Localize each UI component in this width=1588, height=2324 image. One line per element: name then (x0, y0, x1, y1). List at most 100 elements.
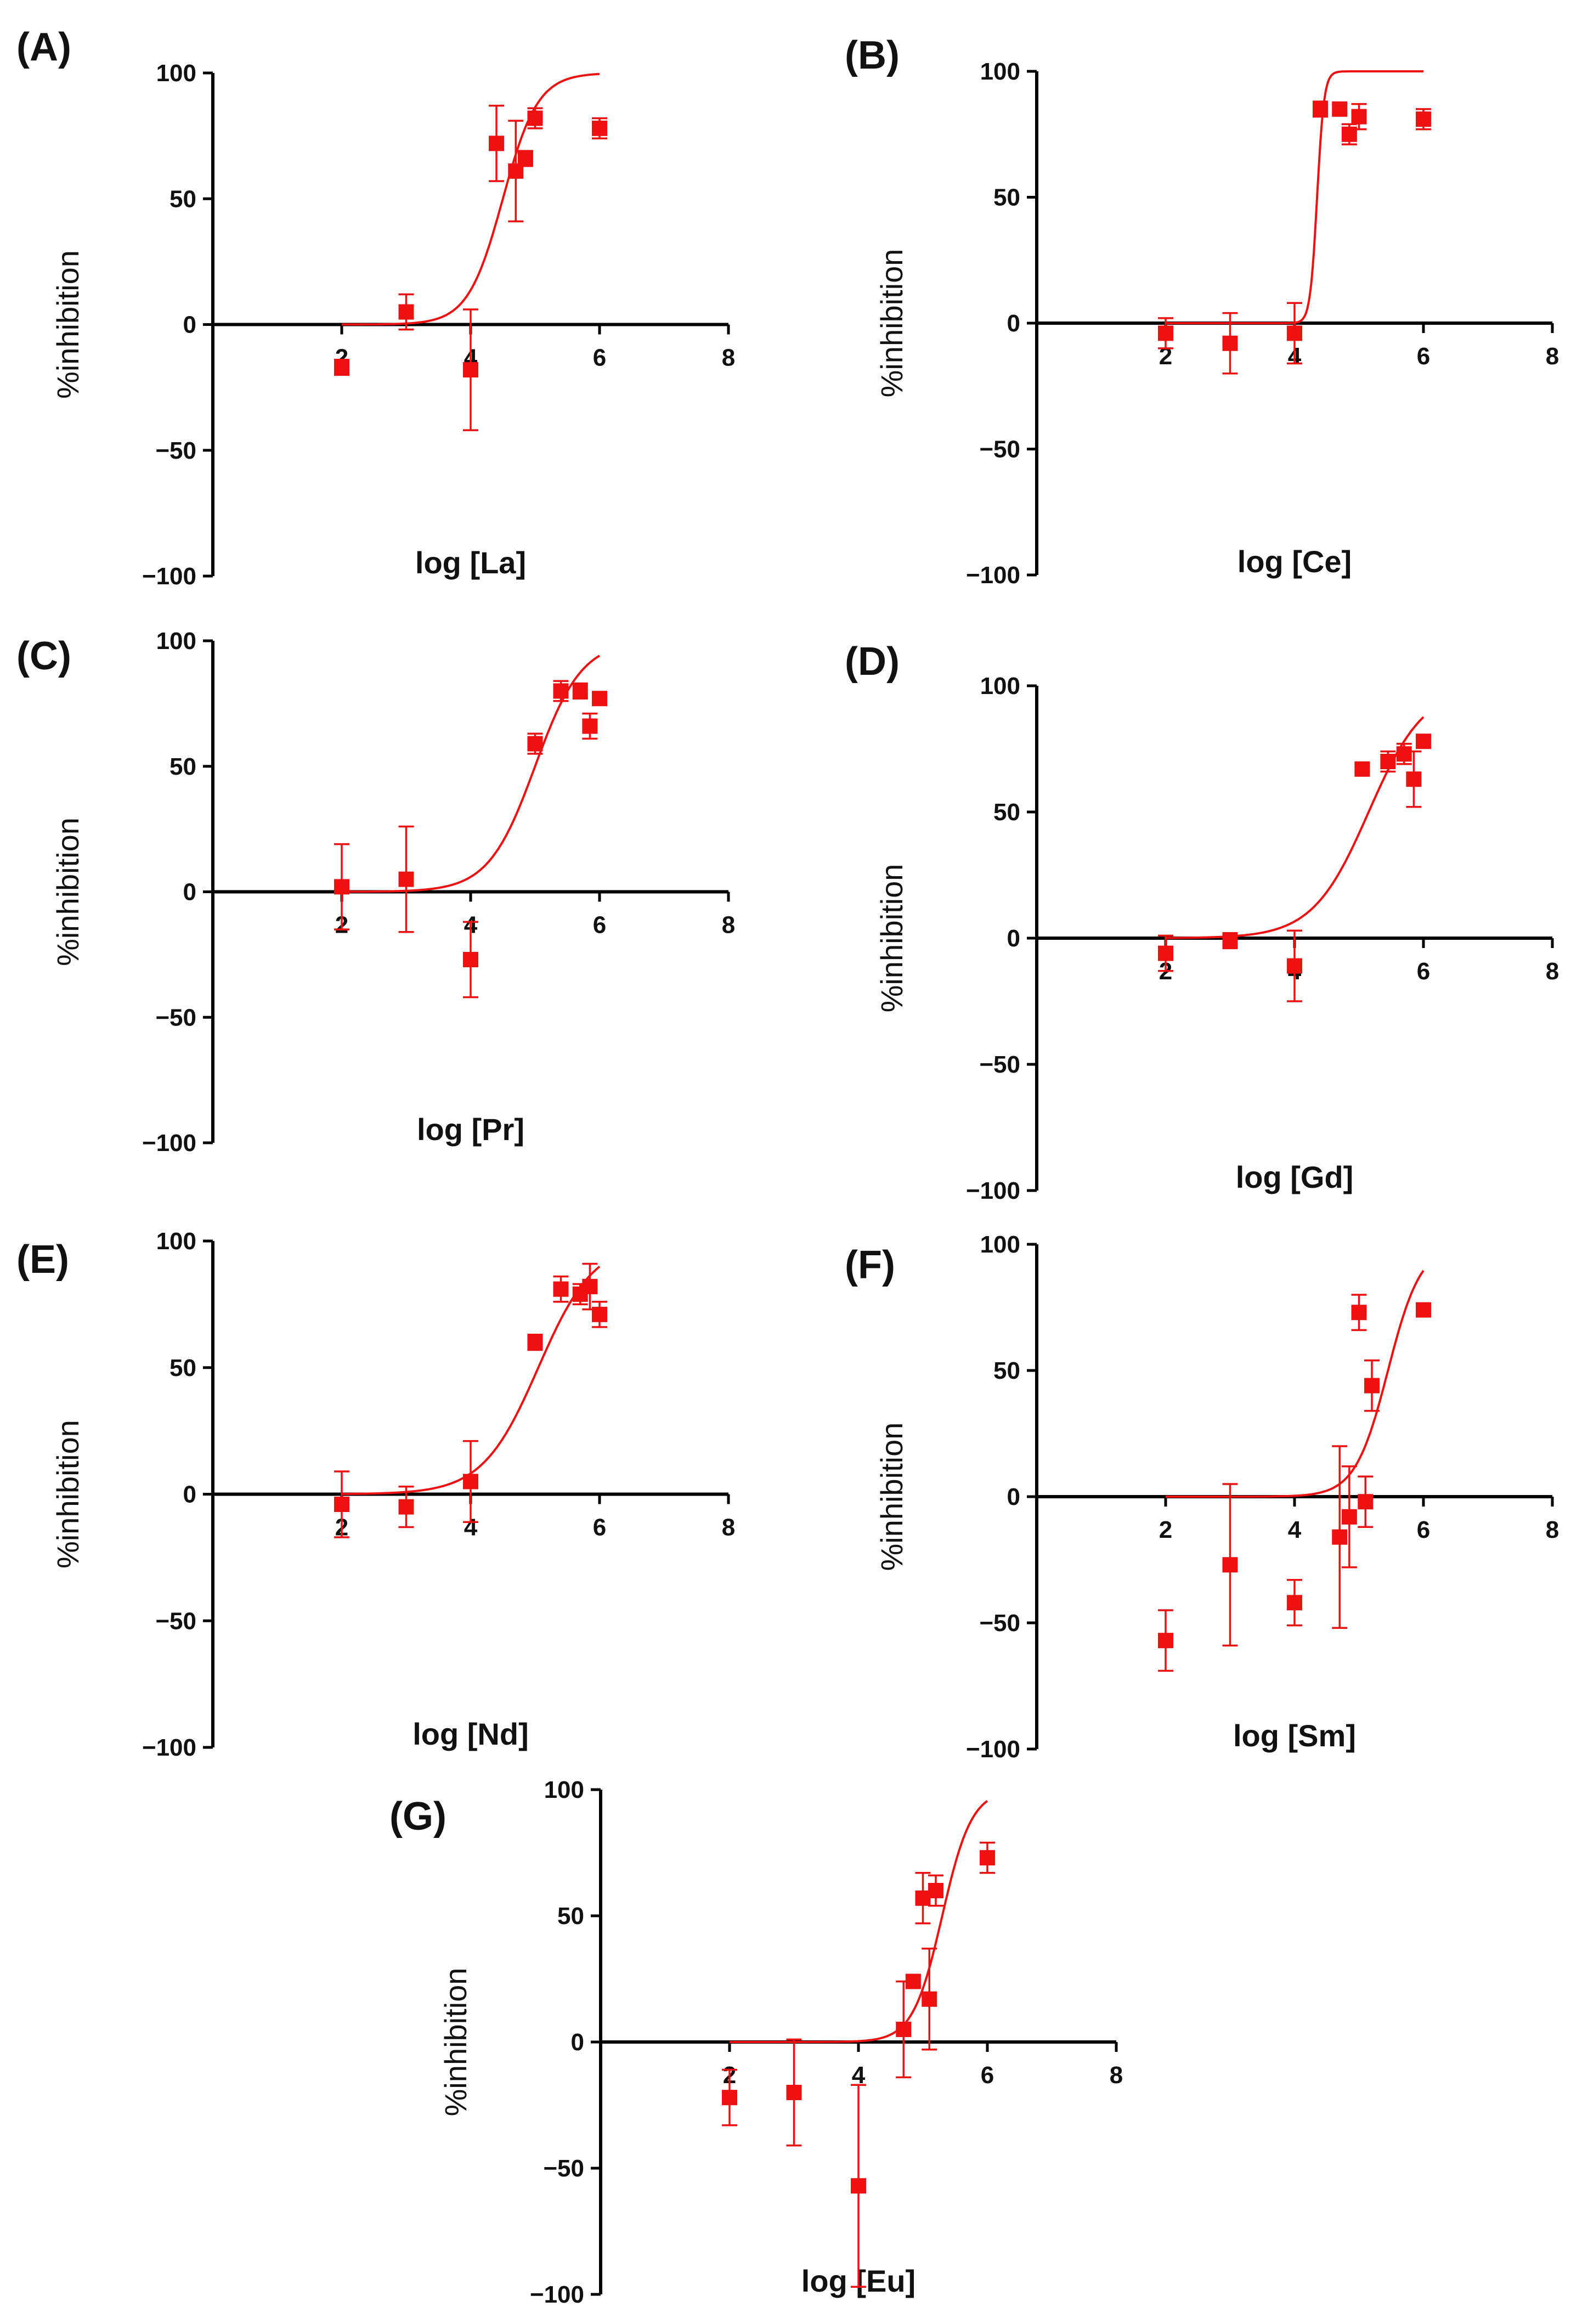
data-point (1364, 1378, 1380, 1394)
y-tick-label: −100 (530, 2281, 584, 2308)
y-tick-label: 100 (156, 1228, 196, 1255)
data-point (489, 136, 504, 151)
y-axis-title: %inhibition (50, 250, 85, 399)
x-axis-title: log [La] (415, 545, 526, 580)
y-axis-title: %inhibition (874, 1423, 909, 1571)
y-tick-label: 100 (156, 628, 196, 655)
fit-curve (342, 655, 601, 893)
data-point (1354, 761, 1370, 777)
y-tick-label: −100 (142, 1130, 196, 1157)
data-point (398, 871, 414, 887)
x-axis-title: log [Sm] (1233, 1718, 1356, 1753)
data-point (463, 1474, 478, 1490)
y-tick-label: −50 (979, 1610, 1020, 1637)
data-point (1332, 1529, 1348, 1545)
data-point (1287, 325, 1302, 341)
x-axis-title: log [Gd] (1236, 1160, 1354, 1194)
data-point (1287, 1595, 1302, 1611)
data-point (922, 1991, 937, 2007)
fit-curve (1166, 1270, 1425, 1498)
data-point (1341, 1509, 1357, 1525)
x-axis-title: log [Ce] (1237, 544, 1352, 579)
x-tick-label: 8 (722, 345, 735, 371)
data-point (915, 1890, 931, 1906)
x-tick-label: 4 (1288, 1516, 1302, 1543)
panel-label: (C) (16, 634, 71, 678)
panel-label: (D) (845, 640, 900, 684)
data-point (1351, 1305, 1367, 1321)
data-point (334, 879, 349, 895)
data-point (463, 952, 478, 968)
data-point (1416, 734, 1431, 749)
data-point (527, 736, 543, 752)
y-tick-label: 50 (169, 753, 196, 780)
y-tick-label: 50 (169, 1355, 196, 1381)
data-point (553, 683, 569, 699)
data-point (1222, 1557, 1238, 1573)
data-point (592, 1306, 607, 1322)
data-point (722, 2090, 737, 2106)
data-point (582, 718, 598, 734)
data-point (1380, 754, 1396, 769)
y-tick-label: 0 (1007, 925, 1020, 952)
panel-label: (A) (16, 25, 71, 69)
x-tick-label: 6 (1417, 343, 1430, 370)
data-point (592, 691, 607, 707)
data-point (1287, 958, 1302, 974)
fit-curve (730, 1800, 988, 2043)
y-axis-title: %inhibition (874, 249, 909, 398)
y-tick-label: 100 (980, 1231, 1020, 1258)
x-tick-label: 8 (722, 912, 735, 939)
data-point (334, 1496, 349, 1512)
data-point (1416, 111, 1431, 127)
y-axis-title: %inhibition (50, 817, 85, 966)
y-tick-label: −100 (142, 563, 196, 590)
panel-label: (G) (389, 1795, 447, 1838)
data-point (1158, 945, 1173, 961)
y-tick-label: 100 (980, 58, 1020, 85)
data-point (1222, 933, 1238, 949)
y-tick-label: 50 (993, 1357, 1020, 1384)
y-tick-label: 100 (980, 673, 1020, 700)
panel-label: (E) (16, 1238, 69, 1282)
chart-panel: (F) 100 50 0 −50 −100 2 4 6 8 log [Sm] %inhibition (845, 1231, 1559, 1763)
x-tick-label: 6 (981, 2062, 994, 2089)
data-point (592, 120, 607, 136)
data-point (1158, 325, 1173, 341)
data-point (527, 1334, 543, 1350)
y-tick-label: 50 (557, 1903, 584, 1930)
y-tick-label: −50 (979, 1051, 1020, 1078)
y-tick-label: 100 (156, 60, 196, 87)
data-point (527, 110, 543, 126)
data-point (980, 1850, 995, 1866)
x-tick-label: 8 (722, 1514, 735, 1541)
y-tick-label: 100 (544, 1776, 584, 1803)
y-tick-label: −50 (543, 2155, 584, 2182)
data-point (851, 2178, 866, 2194)
y-tick-label: 0 (1007, 1483, 1020, 1510)
y-tick-label: −100 (142, 1734, 196, 1761)
data-point (1406, 771, 1422, 787)
y-tick-label: −100 (966, 1177, 1020, 1204)
x-tick-label: 8 (1546, 958, 1559, 985)
y-tick-label: 0 (183, 312, 196, 339)
x-axis-title: log [Pr] (417, 1112, 524, 1147)
data-point (572, 683, 588, 699)
x-tick-label: 8 (1546, 1516, 1559, 1543)
data-point (1416, 1302, 1431, 1318)
data-point (905, 1973, 921, 1989)
y-axis-title: %inhibition (874, 864, 909, 1013)
data-point (928, 1883, 943, 1898)
y-tick-label: −50 (155, 437, 196, 464)
data-point (1396, 746, 1412, 762)
y-tick-label: −100 (966, 562, 1020, 589)
x-tick-label: 8 (1110, 2062, 1123, 2089)
fit-curve (1166, 70, 1423, 324)
y-tick-label: 0 (1007, 310, 1020, 337)
x-tick-label: 8 (1546, 343, 1559, 370)
x-axis-title: log [Nd] (412, 1717, 528, 1751)
